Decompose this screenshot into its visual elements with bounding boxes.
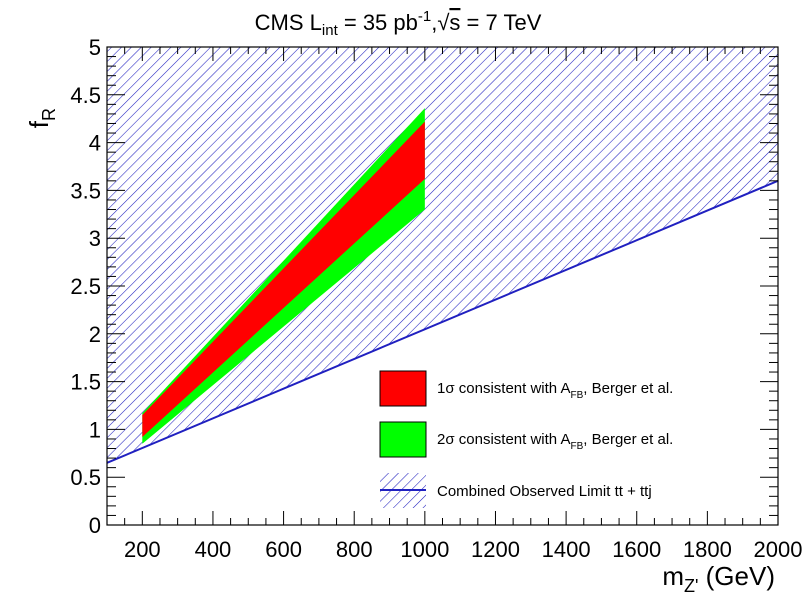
x-tick-label: 1600 bbox=[612, 537, 661, 562]
y-tick-label: 2 bbox=[89, 322, 101, 347]
x-axis-title: mZ' (GeV) bbox=[662, 561, 775, 596]
series-layer bbox=[107, 47, 778, 464]
x-tick-label: 1400 bbox=[542, 537, 591, 562]
x-tick-label: 200 bbox=[124, 537, 161, 562]
x-tick-label: 600 bbox=[265, 537, 302, 562]
x-tick-label: 1000 bbox=[400, 537, 449, 562]
legend-swatch-2sigma bbox=[379, 421, 427, 458]
x-tick-label: 400 bbox=[195, 537, 232, 562]
y-tick-label: 2.5 bbox=[70, 274, 101, 299]
x-tick-label: 2000 bbox=[754, 537, 803, 562]
limit-hatched-region bbox=[107, 47, 778, 463]
legend-label-2sigma: 2σ consistent with AFB, Berger et al. bbox=[437, 431, 673, 452]
band-1sigma bbox=[142, 121, 425, 438]
y-tick-label: 1.5 bbox=[70, 370, 101, 395]
x-tick-label: 800 bbox=[336, 537, 373, 562]
y-tick-label: 5 bbox=[89, 35, 101, 60]
x-tick-label: 1200 bbox=[471, 537, 520, 562]
y-tick-label: 1 bbox=[89, 417, 101, 442]
y-tick-label: 4.5 bbox=[70, 83, 101, 108]
legend-label-limit: Combined Observed Limit tt + ttj bbox=[437, 483, 652, 500]
y-tick-label: 3 bbox=[89, 226, 101, 251]
axes-layer: 200 400 600 800 1000 1200 1400 1600 1800 2000 0 0.5… bbox=[70, 35, 802, 562]
legend: 1σ consistent with AFB, Berger et al. 2σ… bbox=[379, 370, 673, 508]
legend-label-1sigma: 1σ consistent with AFB, Berger et al. bbox=[437, 380, 673, 401]
chart-title: CMS Lint = 35 pb-1,√s = 7 TeV bbox=[255, 8, 542, 39]
y-tick-label: 3.5 bbox=[70, 178, 101, 203]
y-tick-label: 0.5 bbox=[70, 465, 101, 490]
limit-line bbox=[107, 179, 778, 464]
y-axis-title: fR bbox=[24, 108, 59, 128]
legend-swatch-1sigma bbox=[379, 370, 427, 407]
y-tick-label: 0 bbox=[89, 513, 101, 538]
y-tick-label: 4 bbox=[89, 131, 101, 156]
x-tick-label: 1800 bbox=[683, 537, 732, 562]
